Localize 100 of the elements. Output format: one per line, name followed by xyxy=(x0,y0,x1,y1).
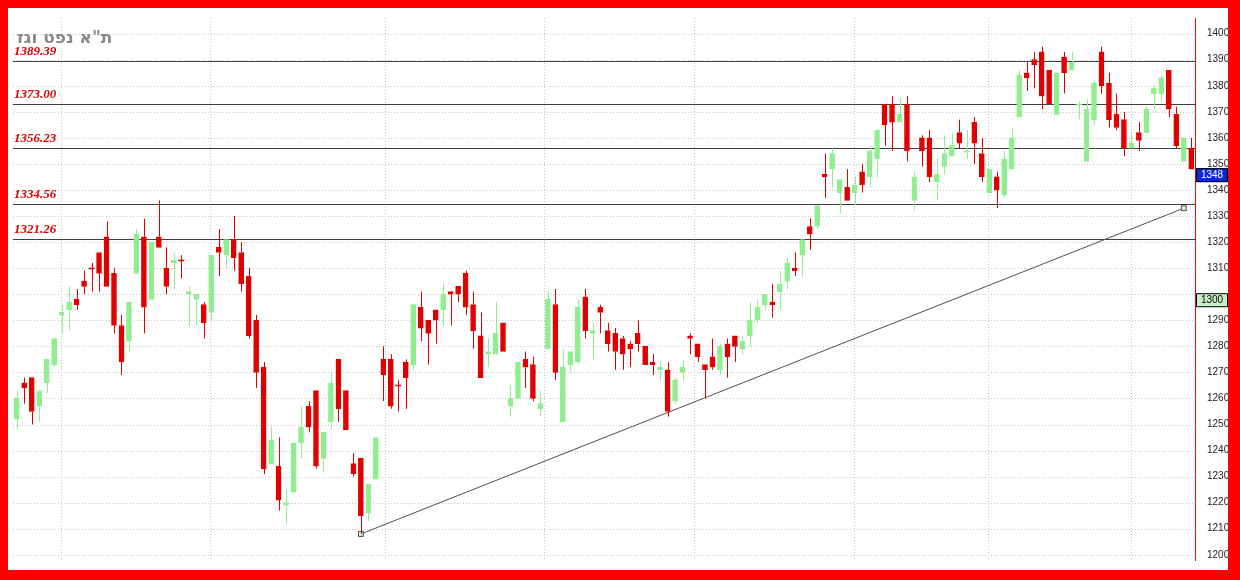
y-tick-label: 1250 xyxy=(1207,418,1230,430)
candlestick xyxy=(185,285,192,326)
candlestick xyxy=(784,257,791,290)
candlestick xyxy=(829,147,835,188)
candlestick xyxy=(328,371,334,431)
y-tick-label: 1330 xyxy=(1207,209,1230,221)
candlestick xyxy=(253,314,259,389)
y-tick-label: 1400 xyxy=(1207,27,1230,39)
candlestick xyxy=(978,137,985,183)
candlestick xyxy=(1106,72,1112,128)
y-tick-label: 1220 xyxy=(1207,496,1230,508)
candlestick xyxy=(313,390,319,470)
candlestick xyxy=(111,267,117,334)
candlestick xyxy=(200,301,207,340)
candlestick xyxy=(230,215,237,272)
candlestick xyxy=(1008,126,1015,170)
candlestick xyxy=(776,270,783,311)
ref-line-label: 1334.56 xyxy=(14,186,57,202)
y-tick-label: 1280 xyxy=(1207,340,1230,352)
candlestick xyxy=(1188,137,1195,170)
candlestick xyxy=(417,291,424,342)
candlestick xyxy=(455,286,461,303)
candlestick xyxy=(904,95,910,162)
ref-line-label: 1321.26 xyxy=(14,220,57,236)
candlestick xyxy=(582,288,589,340)
candlestick xyxy=(747,301,753,347)
candlestick xyxy=(949,132,955,157)
candlestick xyxy=(530,356,536,402)
y-tick-label: 1340 xyxy=(1207,183,1230,195)
candlestick xyxy=(1121,111,1127,157)
candlestick xyxy=(81,270,87,295)
candlestick xyxy=(709,338,716,371)
candlestick xyxy=(934,158,940,201)
y-tick-label: 1390 xyxy=(1207,53,1230,65)
candlestick xyxy=(1001,150,1008,199)
candlestick xyxy=(702,364,708,399)
y-tick-label: 1260 xyxy=(1207,392,1230,404)
y-tick-label: 1350 xyxy=(1207,157,1230,169)
candlestick xyxy=(410,304,417,371)
candlestick xyxy=(28,377,35,425)
candlestick xyxy=(425,319,432,366)
candlestick xyxy=(1151,85,1157,110)
candlestick xyxy=(1061,51,1067,95)
candlestick xyxy=(470,291,476,350)
y-tick-label: 1230 xyxy=(1207,470,1230,482)
candlestick xyxy=(612,327,619,371)
candlestick xyxy=(844,168,850,201)
candlestick xyxy=(21,377,28,405)
candlestick xyxy=(1136,121,1142,152)
y-tick-label: 1360 xyxy=(1207,131,1230,143)
y-tick-label: 1370 xyxy=(1207,105,1230,117)
candlestick xyxy=(971,116,978,165)
candlestick xyxy=(1023,61,1030,92)
y-tick-label: 1240 xyxy=(1207,444,1230,456)
candlestick xyxy=(223,239,230,269)
candlestick xyxy=(919,134,925,168)
candlestick xyxy=(238,241,244,293)
candlestick xyxy=(283,489,289,525)
y-tick-label: 1320 xyxy=(1207,235,1230,247)
candlestick xyxy=(627,340,634,368)
candlestick xyxy=(889,95,895,152)
y-tick-label: 1290 xyxy=(1207,314,1230,326)
candlestick xyxy=(1173,106,1180,149)
candlestick xyxy=(1031,51,1037,89)
candlestick xyxy=(589,322,596,360)
candlestick xyxy=(447,291,454,326)
ref-line-label: 1356.23 xyxy=(14,129,57,145)
candlestick xyxy=(1016,69,1023,118)
y-tick-label: 1380 xyxy=(1207,79,1230,91)
candlestick xyxy=(859,163,865,194)
text: 1348 xyxy=(1200,168,1224,180)
candlestick xyxy=(380,345,387,402)
candlestick xyxy=(156,199,162,248)
candlestick xyxy=(387,353,394,410)
y-tick-label: 1310 xyxy=(1207,261,1230,273)
candlestick xyxy=(806,218,813,251)
candlestick xyxy=(440,283,446,326)
candlestick xyxy=(672,377,678,405)
candlestick xyxy=(402,358,409,410)
text: 1300 xyxy=(1200,293,1224,305)
candlestick xyxy=(268,426,274,464)
y-tick-label: 1270 xyxy=(1207,366,1230,378)
candlestick xyxy=(13,390,20,431)
candlestick xyxy=(126,301,132,353)
candlestick xyxy=(619,335,626,371)
candlestick xyxy=(298,405,304,459)
candlestick xyxy=(604,322,611,353)
candlestick xyxy=(1165,69,1172,118)
candlestick xyxy=(574,298,581,366)
candlestick xyxy=(66,285,72,332)
candlestick xyxy=(193,293,200,326)
ref-line-label: 1373.00 xyxy=(14,85,57,101)
candlestick xyxy=(732,335,738,363)
candlestick xyxy=(141,218,147,334)
candlestick xyxy=(215,228,222,277)
y-tick-label: 1200 xyxy=(1207,548,1230,560)
candlestick xyxy=(208,254,215,321)
candlestick xyxy=(814,205,821,230)
candlestick xyxy=(560,348,566,423)
candlestick xyxy=(762,293,768,311)
